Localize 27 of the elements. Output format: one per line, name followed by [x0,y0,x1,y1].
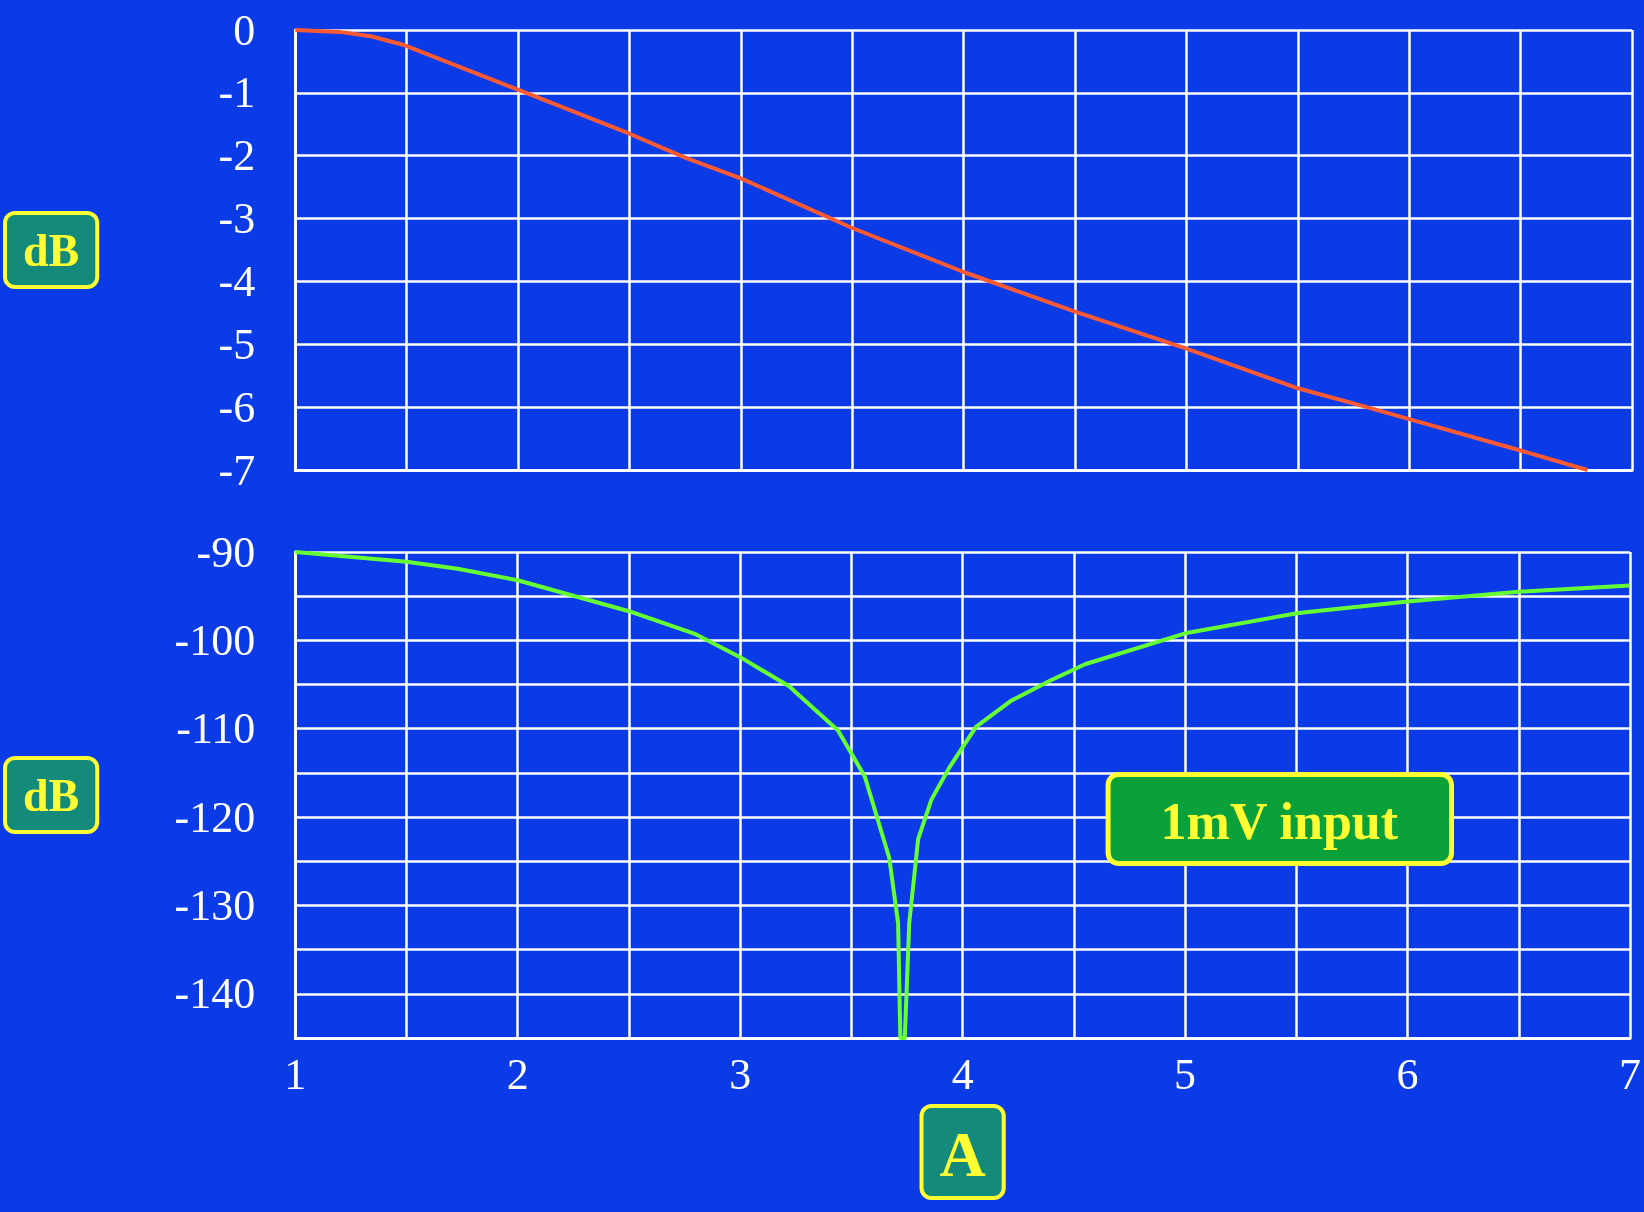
y-tick-label: -5 [218,319,256,369]
y-tick-label: -100 [174,615,256,665]
x-tick-label: 3 [729,1049,752,1099]
x-tick-label: 7 [1619,1049,1641,1099]
x-tick-label: 6 [1396,1049,1419,1099]
y-tick-label: -130 [174,880,256,930]
y-tick-label: -140 [174,969,256,1019]
y-tick-label: -110 [176,704,256,754]
y-axis-title: dB [23,769,80,821]
y-tick-label: -120 [174,792,256,842]
y-axis-title: dB [23,224,80,276]
y-tick-label: -90 [196,527,256,577]
x-tick-label: 5 [1174,1049,1197,1099]
x-tick-label: 2 [506,1049,529,1099]
y-tick-label: 0 [233,5,256,55]
y-tick-label: -7 [218,445,256,495]
y-tick-label: -6 [218,382,256,432]
line-series [293,550,1632,1040]
y-tick-label: -4 [218,256,256,306]
x-tick-label: 4 [951,1049,974,1099]
y-tick-label: -2 [218,131,256,181]
y-tick-label: -3 [218,194,256,244]
annotation: 1mV input [1160,792,1399,850]
line-series [293,28,1590,472]
y-tick-label: -1 [218,68,256,118]
x-tick-label: 1 [284,1049,307,1099]
x-axis-title: A [939,1118,986,1190]
